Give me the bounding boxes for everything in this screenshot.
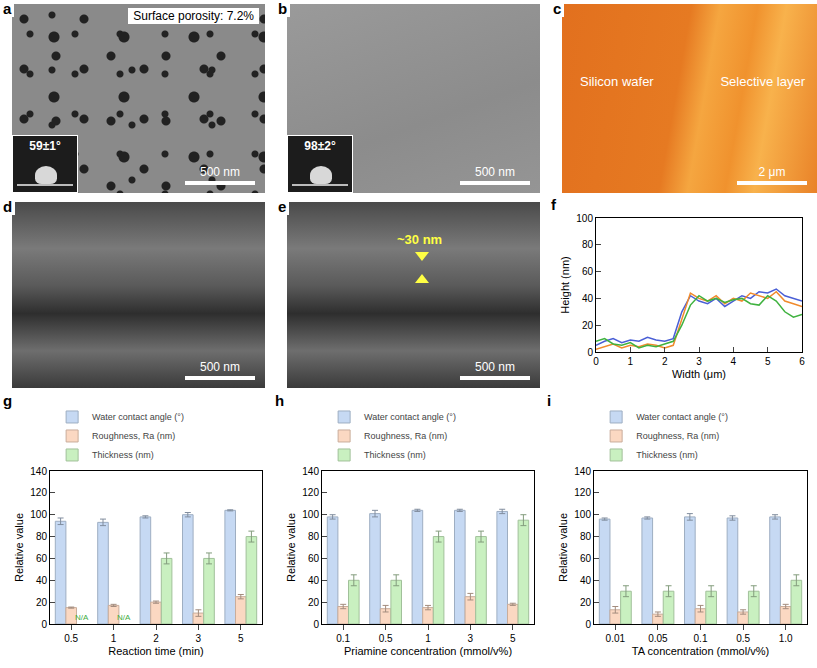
svg-text:140: 140 bbox=[302, 466, 319, 477]
svg-text:3: 3 bbox=[696, 356, 702, 367]
svg-text:2: 2 bbox=[662, 356, 668, 367]
svg-text:5: 5 bbox=[238, 633, 244, 644]
svg-text:40: 40 bbox=[308, 575, 320, 586]
html-text:500 nm: 500 nm bbox=[200, 360, 240, 374]
svg-text:TA concentration (mmol/v%): TA concentration (mmol/v%) bbox=[632, 645, 769, 657]
svg-text:40: 40 bbox=[580, 575, 592, 586]
svg-text:60: 60 bbox=[582, 266, 594, 277]
svg-text:Relative value: Relative value bbox=[285, 513, 297, 582]
html-text:Surface porosity: 7.2%: Surface porosity: 7.2% bbox=[133, 9, 254, 23]
svg-text:120: 120 bbox=[302, 487, 319, 498]
svg-text:N/A: N/A bbox=[117, 613, 131, 622]
svg-text:Width (μm): Width (μm) bbox=[672, 368, 726, 380]
svg-text:Water contact angle (°): Water contact angle (°) bbox=[636, 412, 728, 422]
html-text:b: b bbox=[278, 0, 288, 17]
html-text:98±2°: 98±2° bbox=[304, 139, 336, 153]
html-text:Selective layer: Selective layer bbox=[720, 74, 805, 89]
svg-text:100: 100 bbox=[302, 509, 319, 520]
svg-text:Thickness (nm): Thickness (nm) bbox=[92, 450, 154, 460]
svg-text:0: 0 bbox=[585, 619, 591, 630]
svg-text:0: 0 bbox=[587, 347, 593, 358]
svg-text:60: 60 bbox=[36, 553, 48, 564]
svg-text:20: 20 bbox=[580, 597, 592, 608]
svg-text:20: 20 bbox=[582, 320, 594, 331]
svg-text:0: 0 bbox=[593, 356, 599, 367]
svg-text:60: 60 bbox=[580, 553, 592, 564]
svg-text:Roughness, Ra (nm): Roughness, Ra (nm) bbox=[636, 431, 719, 441]
svg-text:0.5: 0.5 bbox=[736, 633, 750, 644]
svg-text:Thickness (nm): Thickness (nm) bbox=[364, 450, 426, 460]
svg-text:60: 60 bbox=[308, 553, 320, 564]
svg-text:120: 120 bbox=[30, 487, 47, 498]
svg-text:40: 40 bbox=[36, 575, 48, 586]
html-text:c: c bbox=[553, 0, 562, 17]
html-text:~30 nm: ~30 nm bbox=[397, 232, 443, 247]
svg-text:0.1: 0.1 bbox=[694, 633, 708, 644]
svg-text:80: 80 bbox=[582, 239, 594, 250]
svg-text:N/A: N/A bbox=[75, 613, 89, 622]
svg-text:1.0: 1.0 bbox=[779, 633, 793, 644]
svg-text:20: 20 bbox=[308, 597, 320, 608]
svg-text:5: 5 bbox=[765, 356, 771, 367]
html-text:2 μm: 2 μm bbox=[758, 165, 786, 179]
svg-text:0: 0 bbox=[41, 619, 47, 630]
svg-text:1: 1 bbox=[425, 633, 431, 644]
svg-text:100: 100 bbox=[30, 509, 47, 520]
svg-text:20: 20 bbox=[36, 597, 48, 608]
html-text:g: g bbox=[3, 392, 13, 409]
svg-text:Water contact angle (°): Water contact angle (°) bbox=[92, 412, 184, 422]
svg-text:140: 140 bbox=[30, 466, 47, 477]
svg-text:0.01: 0.01 bbox=[606, 633, 626, 644]
html-text:f: f bbox=[551, 196, 556, 213]
html-text:i: i bbox=[547, 392, 552, 409]
html-text:d: d bbox=[3, 198, 13, 215]
svg-text:2: 2 bbox=[153, 633, 159, 644]
html-text:500 nm: 500 nm bbox=[475, 165, 515, 179]
html-text:500 nm: 500 nm bbox=[200, 165, 240, 179]
html-text:59±1°: 59±1° bbox=[29, 139, 61, 153]
html-text:500 nm: 500 nm bbox=[475, 360, 515, 374]
svg-text:100: 100 bbox=[574, 509, 591, 520]
html-text:h: h bbox=[275, 392, 285, 409]
html-text:Silicon wafer: Silicon wafer bbox=[580, 74, 654, 89]
svg-text:0.1: 0.1 bbox=[336, 633, 350, 644]
svg-text:Roughness, Ra (nm): Roughness, Ra (nm) bbox=[364, 431, 447, 441]
svg-text:Water contact angle (°): Water contact angle (°) bbox=[364, 412, 456, 422]
svg-text:Reaction time (min): Reaction time (min) bbox=[108, 645, 203, 657]
svg-text:0: 0 bbox=[313, 619, 319, 630]
svg-text:Relative value: Relative value bbox=[13, 513, 25, 582]
svg-text:40: 40 bbox=[582, 293, 594, 304]
svg-text:140: 140 bbox=[574, 466, 591, 477]
svg-text:3: 3 bbox=[468, 633, 474, 644]
svg-text:Height (nm): Height (nm) bbox=[559, 256, 571, 313]
svg-text:80: 80 bbox=[36, 531, 48, 542]
svg-text:6: 6 bbox=[799, 356, 805, 367]
svg-text:3: 3 bbox=[196, 633, 202, 644]
svg-text:100: 100 bbox=[576, 213, 593, 224]
svg-text:0.5: 0.5 bbox=[379, 633, 393, 644]
svg-text:0.5: 0.5 bbox=[64, 633, 78, 644]
svg-text:4: 4 bbox=[731, 356, 737, 367]
svg-text:Relative value: Relative value bbox=[557, 513, 569, 582]
svg-text:120: 120 bbox=[574, 487, 591, 498]
html-text:a: a bbox=[3, 0, 12, 17]
svg-text:Thickness (nm): Thickness (nm) bbox=[636, 450, 698, 460]
svg-text:1: 1 bbox=[628, 356, 634, 367]
html-text:e: e bbox=[278, 198, 287, 215]
svg-text:80: 80 bbox=[580, 531, 592, 542]
svg-text:5: 5 bbox=[510, 633, 516, 644]
svg-text:0.05: 0.05 bbox=[648, 633, 668, 644]
svg-text:80: 80 bbox=[308, 531, 320, 542]
svg-text:Priamine concentration (mmol/v: Priamine concentration (mmol/v%) bbox=[344, 645, 512, 657]
svg-text:1: 1 bbox=[111, 633, 117, 644]
svg-text:Roughness, Ra (nm): Roughness, Ra (nm) bbox=[92, 431, 175, 441]
